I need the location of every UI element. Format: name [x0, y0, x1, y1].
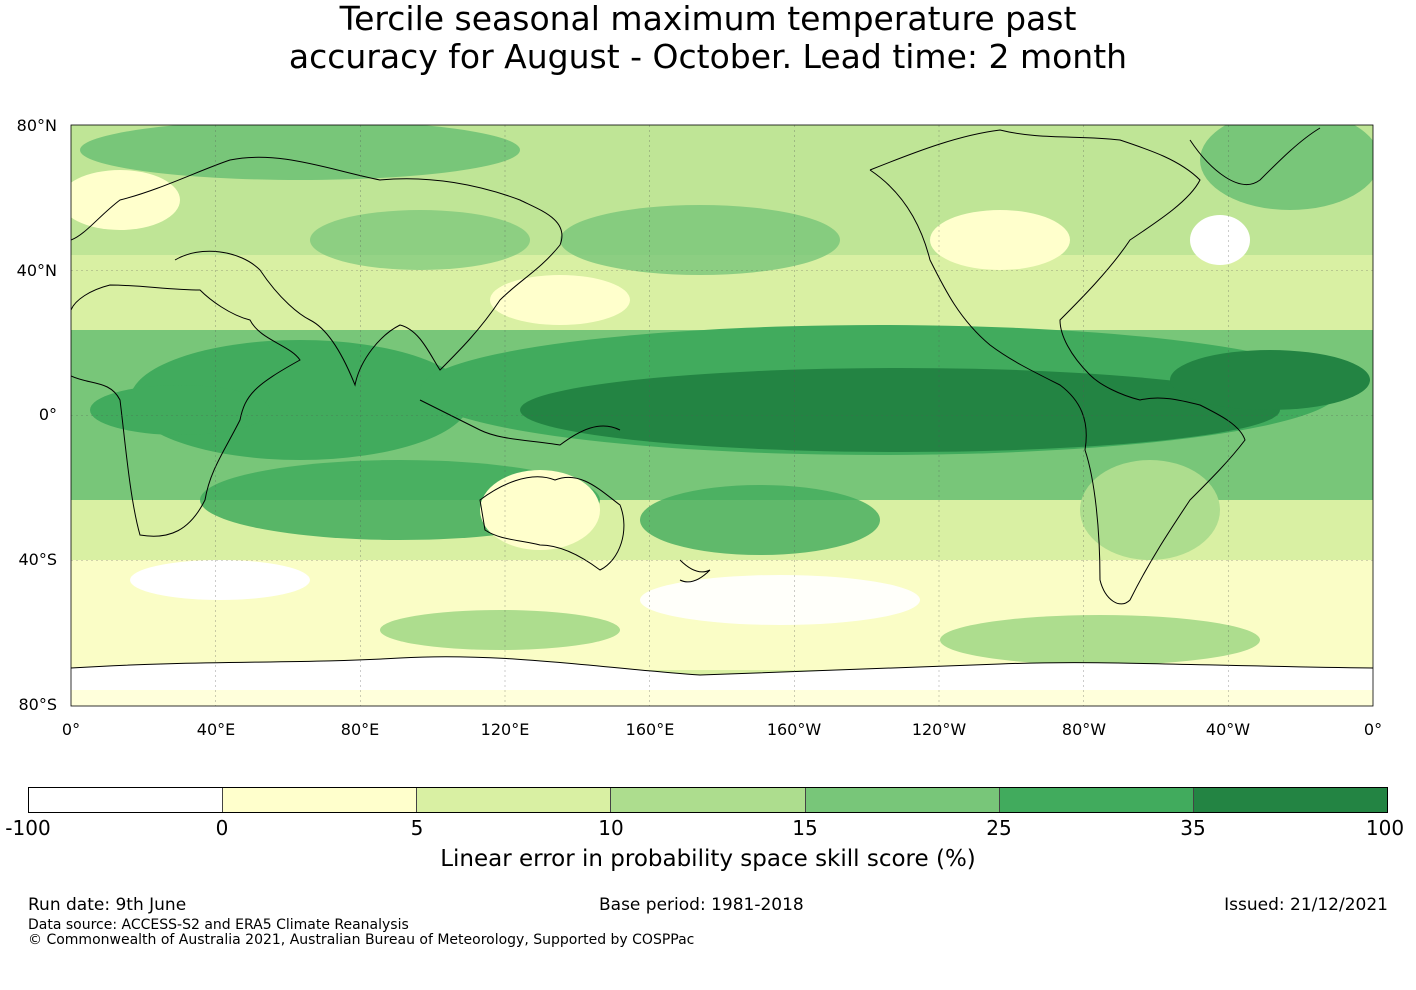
field-neg-north-atlantic	[1190, 215, 1250, 265]
lat-label: 40°N	[17, 261, 57, 280]
field-africa-atlantic	[90, 385, 270, 435]
lon-label: 40°W	[1206, 720, 1250, 739]
field-south-america	[1080, 460, 1220, 560]
base-period: Base period: 1981-2018	[599, 895, 804, 915]
colorbar-tick: 15	[792, 816, 818, 840]
graticule	[71, 125, 1373, 706]
lat-label: 0°	[39, 405, 57, 424]
colorbar-tick: 25	[986, 816, 1012, 840]
field-low-north-america	[930, 210, 1070, 270]
latitude-labels: 80°N 40°N 0° 40°S 80°S	[17, 116, 57, 714]
colorbar-segment	[805, 788, 1000, 812]
colorbar-tick: -100	[5, 816, 51, 840]
coastline-greenland	[1189, 127, 1321, 185]
colorbar-segment	[417, 788, 612, 812]
colorbar-segment	[1193, 788, 1387, 812]
field-arctic-europe	[80, 125, 520, 180]
coastline-antarctica	[71, 656, 1373, 676]
colorbar-segment	[223, 788, 418, 812]
lat-label: 80°N	[17, 116, 57, 135]
lon-label: 80°E	[341, 720, 379, 739]
field-low-east-asia	[490, 275, 630, 325]
coastline-americas	[869, 129, 1246, 605]
field-north-pacific	[560, 205, 840, 275]
map-field	[71, 125, 1373, 706]
field-tasman	[640, 485, 880, 555]
field-antarctic-edge	[71, 690, 1373, 706]
lon-label: 0°	[1364, 720, 1382, 739]
colorbar-tick: 0	[215, 816, 229, 840]
coastline-new-zealand	[679, 559, 711, 583]
field-low-europe	[71, 170, 180, 230]
colorbar-tick: 35	[1180, 816, 1206, 840]
lat-label: 40°S	[18, 550, 57, 569]
field-pacific-core	[520, 368, 1280, 452]
colorbar-tick: 5	[410, 816, 424, 840]
field-australia-low	[480, 470, 600, 550]
longitude-labels: 0° 40°E 80°E 120°E 160°E 160°W 120°W 80°…	[62, 720, 1382, 739]
colorbar	[28, 787, 1388, 813]
field-greenland-sea	[1200, 125, 1373, 210]
data-source: Data source: ACCESS-S2 and ERA5 Climate …	[28, 917, 409, 933]
lon-label: 80°W	[1062, 720, 1106, 739]
colorbar-label: Linear error in probability space skill …	[440, 846, 976, 872]
coastlines	[71, 127, 1373, 676]
field-neg-southern-1	[130, 560, 310, 600]
copyright: © Commonwealth of Australia 2021, Austra…	[28, 932, 695, 948]
coastline-australia	[479, 476, 625, 571]
map-title: Tercile seasonal maximum temperature pas…	[0, 0, 1416, 76]
lon-label: 160°W	[767, 720, 822, 739]
lon-label: 120°W	[912, 720, 967, 739]
map-title-line-2: accuracy for August - October. Lead time…	[288, 37, 1128, 76]
issued-date: Issued: 21/12/2021	[1224, 895, 1388, 915]
lon-label: 160°E	[626, 720, 675, 739]
colorbar-tick: 10	[598, 816, 624, 840]
coastline-eurasia	[71, 156, 563, 387]
lon-label: 120°E	[481, 720, 530, 739]
run-date: Run date: 9th June	[28, 895, 187, 915]
map-frame	[70, 124, 1374, 707]
coastline-africa	[71, 284, 301, 537]
lat-label: 80°S	[18, 695, 57, 714]
field-atlantic-core	[1170, 350, 1370, 410]
map-title-line-1: Tercile seasonal maximum temperature pas…	[339, 0, 1077, 38]
lon-label: 40°E	[197, 720, 235, 739]
colorbar-segment	[611, 788, 806, 812]
colorbar-tick: 100	[1365, 816, 1405, 840]
field-central-asia	[310, 210, 530, 270]
colorbar-segment	[29, 788, 224, 812]
colorbar-segment	[999, 788, 1194, 812]
lon-label: 0°	[62, 720, 80, 739]
field-southern-green-2	[940, 615, 1260, 665]
skill-score-map: 80°N 40°N 0° 40°S 80°S 0° 40°E 80°E 120°…	[17, 116, 1382, 739]
field-southern-green	[380, 610, 620, 650]
field-neg-southern-2	[640, 575, 920, 625]
